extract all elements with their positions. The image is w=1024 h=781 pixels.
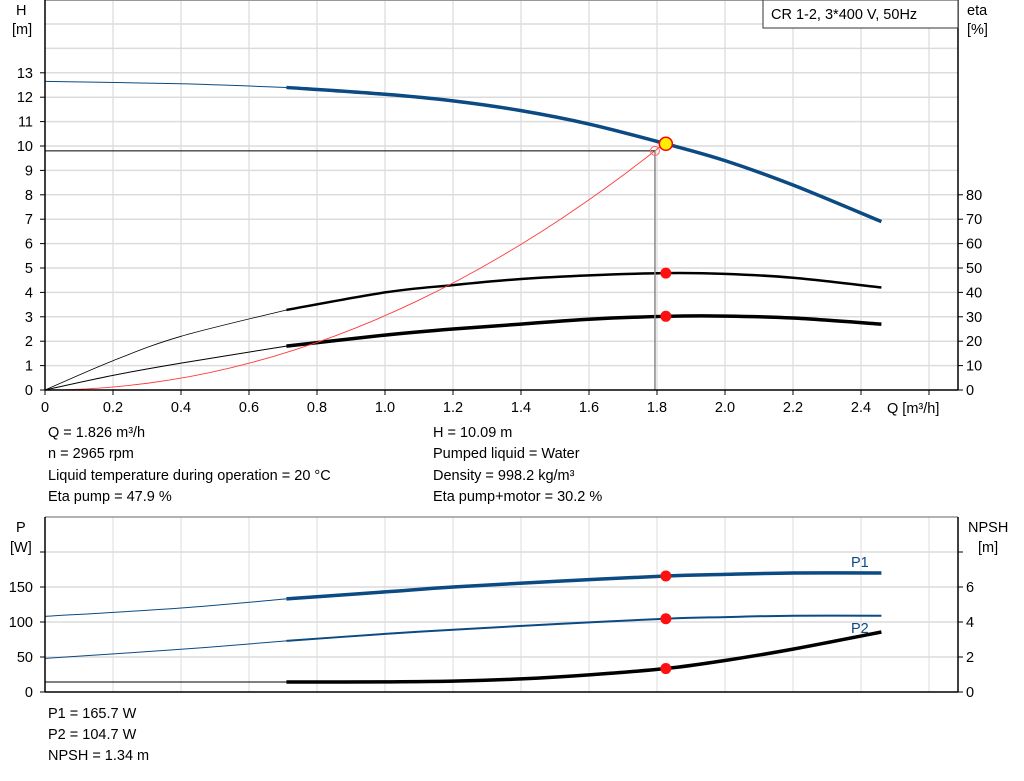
eta-total-marker: [660, 310, 672, 322]
p-tick-label: 100: [9, 615, 33, 631]
p-tick-label: 150: [9, 580, 33, 596]
info-q: Q = 1.826 m³/h: [48, 425, 146, 441]
eta-tick-label: 20: [966, 334, 982, 350]
npsh-axis-unit: [m]: [978, 540, 998, 556]
eta-tick-label: 30: [966, 310, 982, 326]
eta-tick-label: 0: [966, 383, 974, 399]
bottom-chart-grid: [44, 517, 958, 692]
reference-point-marker: [649, 145, 660, 156]
x-tick-label: 1.6: [579, 400, 599, 416]
eta-tick-label: 50: [966, 261, 982, 277]
npsh-tick-label: 4: [966, 615, 974, 631]
chart-title: CR 1-2, 3*400 V, 50Hz: [771, 7, 917, 23]
curve-eta_pump_motor-extended: [44, 345, 287, 391]
h-tick-label: 8: [25, 188, 33, 204]
info-p1: P1 = 165.7 W: [48, 706, 137, 722]
curve-P2-extended: [44, 640, 287, 659]
x-tick-label: 1.2: [443, 400, 463, 416]
p-tick-label: 0: [25, 685, 33, 701]
npsh-tick-label: 0: [966, 685, 974, 701]
h-tick-label: 3: [25, 310, 33, 326]
axes: [40, 0, 963, 693]
x-tick-label: 0.4: [171, 400, 191, 416]
markers: [649, 136, 674, 675]
h-tick-label: 5: [25, 261, 33, 277]
p1-marker: [660, 570, 672, 582]
h-axis-label: H: [16, 3, 26, 19]
p-axis-label: P: [16, 520, 26, 536]
p2-marker: [660, 613, 672, 625]
h-tick-label: 7: [25, 212, 33, 228]
h-tick-label: 9: [25, 163, 33, 179]
x-tick-label: 0.2: [103, 400, 123, 416]
h-tick-label: 0: [25, 383, 33, 399]
x-tick-label: 0.6: [239, 400, 259, 416]
eta-pump-marker: [660, 267, 672, 279]
h-tick-label: 12: [17, 90, 33, 106]
npsh-marker: [660, 663, 672, 675]
info-eta-total: Eta pump+motor = 30.2 %: [433, 489, 603, 505]
curve-system: [44, 141, 667, 391]
curve-NPSH: [286, 630, 882, 684]
info-eta-pump: Eta pump = 47.9 %: [48, 489, 172, 505]
p-axis-unit: [W]: [10, 540, 32, 556]
h-tick-label: 2: [25, 334, 33, 350]
h-axis-unit: [m]: [12, 22, 32, 38]
curve-eta_pump_motor: [286, 314, 882, 348]
curve-P2: [286, 614, 882, 642]
curve-H-extended: [44, 80, 287, 88]
curve-eta_pump-extended: [44, 309, 287, 391]
h-tick-label: 11: [18, 115, 33, 131]
npsh-axis-label: NPSH: [968, 520, 1008, 536]
x-tick-label: 2.0: [715, 400, 735, 416]
title-box: CR 1-2, 3*400 V, 50Hz: [762, 0, 959, 29]
x-tick-label: 0: [41, 400, 49, 416]
h-tick-label: 10: [17, 139, 33, 155]
info-temperature: Liquid temperature during operation = 20…: [48, 468, 331, 484]
eta-tick-label: 60: [966, 237, 982, 253]
x-tick-label: 1.8: [647, 400, 667, 416]
h-tick-label: 13: [17, 66, 33, 82]
x-tick-label: 1.4: [511, 400, 531, 416]
eta-axis-unit: [%]: [967, 22, 988, 38]
info-p2: P2 = 104.7 W: [48, 727, 137, 743]
h-tick-label: 1: [25, 359, 33, 375]
x-tick-label: 0.8: [307, 400, 327, 416]
info-head: H = 10.09 m: [433, 425, 513, 441]
eta-tick-label: 10: [966, 359, 982, 375]
curve-eta_pump: [286, 271, 882, 312]
eta-axis-label: eta: [967, 3, 988, 19]
curve-H: [286, 85, 883, 224]
h-tick-label: 4: [25, 285, 33, 301]
curve-P1-extended: [44, 598, 287, 617]
x-tick-label: 2.4: [851, 400, 871, 416]
info-liquid: Pumped liquid = Water: [433, 446, 580, 462]
curve-P1: [286, 571, 882, 601]
info-speed: n = 2965 rpm: [48, 446, 134, 462]
npsh-tick-label: 6: [966, 580, 974, 596]
p-tick-label: 50: [17, 650, 33, 666]
npsh-tick-label: 2: [966, 650, 974, 666]
x-tick-label: 1.0: [375, 400, 395, 416]
series-label-p1: P1: [851, 555, 869, 571]
curves: [44, 80, 883, 684]
h-tick-label: 6: [25, 237, 33, 253]
eta-tick-label: 70: [966, 212, 982, 228]
info-npsh: NPSH = 1.34 m: [48, 748, 150, 764]
eta-tick-label: 40: [966, 285, 982, 301]
series-label-p2: P2: [851, 621, 869, 637]
x-axis-label: Q [m³/h]: [887, 401, 939, 417]
x-tick-label: 2.2: [783, 400, 803, 416]
eta-tick-label: 80: [966, 188, 982, 204]
duty-point-marker: [658, 136, 674, 152]
info-density: Density = 998.2 kg/m³: [433, 468, 575, 484]
